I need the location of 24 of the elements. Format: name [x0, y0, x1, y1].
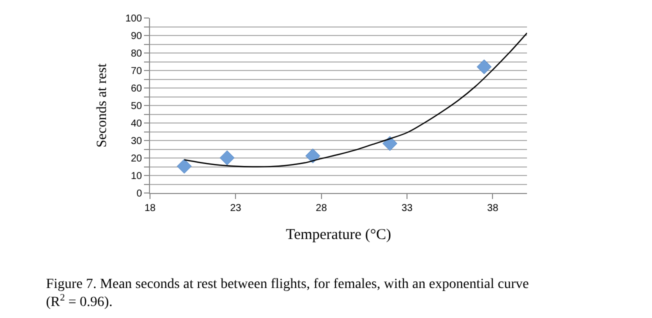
point [220, 150, 235, 166]
y-tick-label: 20 [130, 154, 142, 164]
x-axis-title: Temperature (°C) [286, 227, 392, 243]
y-tick-label: 30 [130, 136, 142, 147]
x-tick-label: 38 [487, 203, 499, 214]
y-tick-label: 80 [130, 48, 142, 60]
y-tick-label: 10 [130, 171, 142, 182]
caption: Figure 7. Mean seconds at rest between flights, for females, with an exponential curve (R$^{2}$ = 0.96). [46, 277, 529, 310]
x-tick-label: 23 [230, 203, 242, 214]
y-tick-label: 0 [136, 188, 142, 200]
point [305, 148, 320, 164]
y-tick-label: 50 [130, 101, 142, 112]
x-tick-label: 33 [401, 203, 414, 214]
y-axis-title: Seconds at rest [94, 63, 110, 148]
point [382, 136, 398, 151]
x-tick-label: 28 [316, 203, 328, 214]
y-tick-label: 90 [130, 31, 142, 42]
point [176, 158, 192, 174]
y-tick-label: 70 [130, 66, 142, 77]
y-tick-label: 100 [125, 14, 142, 24]
y-tick-label: 40 [130, 118, 142, 130]
x-tick-label: 18 [144, 203, 156, 214]
y-tick-label: 60 [130, 84, 142, 94]
point [476, 59, 492, 74]
